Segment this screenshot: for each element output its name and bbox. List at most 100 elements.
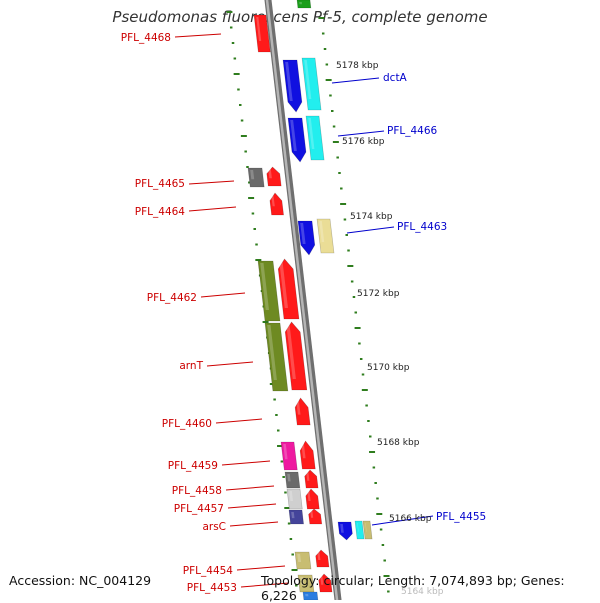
gene-features xyxy=(247,0,373,600)
gene-pfl-4463-shade xyxy=(300,223,306,244)
gene-pfl-4455-b-shade xyxy=(357,523,359,532)
genome-backbone xyxy=(264,0,342,600)
gene-arnt-shade xyxy=(286,324,296,379)
leader-line-left xyxy=(229,521,279,527)
leader-line-right xyxy=(337,130,385,137)
gene-label-left[interactable]: PFL_4454 xyxy=(183,565,234,577)
gene-bottom-shade xyxy=(305,594,309,597)
gene-pfl-4458-shade xyxy=(306,472,310,481)
label-leader-lines xyxy=(174,33,434,588)
leader-line-left xyxy=(240,582,290,588)
gene-label-left[interactable]: arnT xyxy=(179,360,203,372)
gene-label-left[interactable]: PFL_4458 xyxy=(172,485,222,497)
leader-line-left xyxy=(236,565,286,571)
scale-labels: 5178 kbp 5176 kbp 5174 kbp 5172 kbp 5170… xyxy=(336,61,444,597)
gene-pfl-4453 xyxy=(318,573,333,593)
gene-pfl-4460 xyxy=(294,397,311,426)
gene-pfl-4463-b-shade xyxy=(319,221,325,242)
leader-line-left xyxy=(188,180,235,185)
gene-pfl-4457 xyxy=(305,488,320,510)
gene-pfl-4455-shade xyxy=(340,524,344,533)
gene-pfl-4458 xyxy=(304,469,319,489)
scale-label: 5168 kbp xyxy=(377,438,420,448)
gene-pfl-4468-shade xyxy=(256,17,262,41)
gene-bottom xyxy=(302,591,319,600)
gene-label-left[interactable]: PFL_4465 xyxy=(135,178,185,190)
gene-pfl-4460-shade xyxy=(296,400,301,415)
genome-summary: Topology: circular; Length: 7,074,893 bp… xyxy=(261,573,565,603)
gene-label-right[interactable]: PFL_4466 xyxy=(387,125,438,137)
scale-label: 5170 kbp xyxy=(367,363,410,373)
gene-pfl-4462a xyxy=(257,260,281,322)
leader-line-left xyxy=(188,206,237,212)
gene-pfl-4465b-shade xyxy=(268,169,272,179)
gene-pfl-4465 xyxy=(247,167,265,188)
gene-arnt xyxy=(284,321,308,391)
leader-line-right xyxy=(346,226,395,234)
gene-label-left[interactable]: arsC xyxy=(202,521,226,533)
gene-pfl-4457a xyxy=(286,488,303,510)
gene-arsc xyxy=(308,508,323,525)
leader-line-left xyxy=(225,485,275,491)
gene-pfl-4454-shade xyxy=(317,552,321,560)
accession-text: Accession: NC_004129 xyxy=(9,573,152,588)
gene-label-right[interactable]: PFL_4463 xyxy=(397,221,447,233)
gene-top-green xyxy=(296,0,312,9)
gene-label-left[interactable]: PFL_4457 xyxy=(174,503,224,515)
gene-arnt-a-shade xyxy=(267,325,277,380)
gene-label-left[interactable]: PFL_4453 xyxy=(187,582,237,594)
gene-arnt-a xyxy=(264,322,289,392)
gene-dcta xyxy=(282,59,303,113)
scale-label: 5164 kbp xyxy=(401,587,444,597)
gene-pfl-4453-shade xyxy=(320,576,324,585)
gene-pfl-4468 xyxy=(253,14,271,53)
leader-line-right xyxy=(331,77,380,84)
left-gene-labels: PFL_4468 PFL_4465 PFL_4464 PFL_4462 arnT… xyxy=(121,32,237,594)
scale-label: 5172 kbp xyxy=(357,289,400,299)
gene-arsc-shade xyxy=(310,511,314,518)
gene-label-left[interactable]: PFL_4462 xyxy=(147,292,197,304)
gene-arsc-a xyxy=(288,509,304,525)
backbone-highlight xyxy=(265,0,339,600)
gene-pfl-4455 xyxy=(337,521,353,541)
scale-label: 5166 kbp xyxy=(389,514,432,524)
leader-line-left xyxy=(215,418,263,424)
gene-pfl-4462 xyxy=(277,258,300,320)
leader-line-left xyxy=(200,292,246,298)
gene-pfl-4465b xyxy=(266,166,282,187)
gene-dcta-b-shade xyxy=(304,60,312,99)
gene-pfl-4466-b xyxy=(305,115,325,161)
gene-pfl-4458a-shade xyxy=(287,474,291,482)
gene-pfl-4454a xyxy=(294,551,312,570)
gene-dcta-b xyxy=(301,57,322,111)
gene-pfl-4466-b-shade xyxy=(308,118,315,149)
gene-label-right[interactable]: dctA xyxy=(383,72,408,84)
gene-pfl-4453a-shade xyxy=(300,577,305,585)
gene-pfl-4465-shade xyxy=(250,170,255,180)
gene-dcta-shade xyxy=(285,62,293,101)
gene-pfl-4455-b xyxy=(354,520,365,540)
gene-pfl-4463 xyxy=(297,220,316,256)
gene-top-green-shade xyxy=(299,2,302,5)
gene-pfl-4464-shade xyxy=(271,195,275,207)
leader-line-left xyxy=(221,460,271,466)
gene-label-left[interactable]: PFL_4460 xyxy=(162,418,212,430)
gene-pfl-4462a-shade xyxy=(260,263,269,310)
gene-label-left[interactable]: PFL_4468 xyxy=(121,32,171,44)
gene-pfl-4457-shade xyxy=(307,491,311,501)
gene-pfl-4459 xyxy=(299,440,316,470)
gene-pfl-4455-c-shade xyxy=(365,523,367,532)
gene-label-left[interactable]: PFL_4464 xyxy=(135,206,186,218)
leader-line-left xyxy=(174,33,222,38)
gene-pfl-4458a xyxy=(284,471,301,489)
gene-pfl-4459-shade xyxy=(301,443,306,459)
leader-line-left xyxy=(227,503,277,509)
gene-label-right[interactable]: PFL_4455 xyxy=(436,511,486,523)
gene-label-left[interactable]: PFL_4459 xyxy=(168,460,218,472)
scale-label: 5174 kbp xyxy=(350,212,393,222)
gene-pfl-4463-b xyxy=(316,218,335,254)
gene-pfl-4459a xyxy=(280,441,298,471)
right-gene-labels: dctA PFL_4466 PFL_4463 PFL_4455 xyxy=(383,72,486,523)
gene-pfl-4466-shade xyxy=(290,120,297,151)
